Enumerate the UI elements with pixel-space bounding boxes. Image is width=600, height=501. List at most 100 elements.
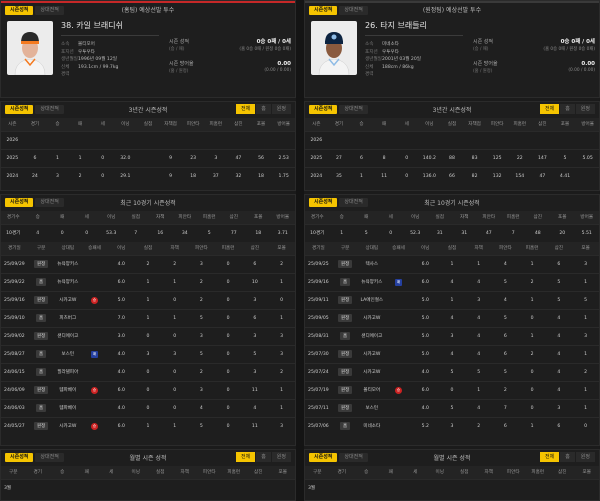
table-cell: 47 — [227, 148, 250, 167]
table-cell: 4 — [438, 344, 466, 363]
game-row[interactable]: 24/06/15 홈 필라델피아 4.0 0 0 2 0 3 2 — [1, 362, 295, 381]
table-cell: 1 — [134, 290, 162, 309]
game-row[interactable]: 25/09/22 홈 뉴욕양키스 6.0 1 1 2 0 10 1 — [1, 272, 295, 291]
column-header: 자책 — [172, 466, 197, 479]
monthly-stats-panel: 시즌성적 상대전적 월별 시즌 성적 전체 홈 원정 구분 경기 승 패 세 이닝 실점 자책 피안타… — [304, 449, 600, 501]
game-row[interactable]: 25/09/02 원정 샌디에이고 3.0 0 0 3 0 3 3 — [1, 326, 295, 345]
tab-vs-record[interactable]: 상대전적 — [35, 198, 64, 207]
table-cell: 35 — [327, 166, 351, 185]
table-cell: 6 — [241, 254, 269, 273]
table-cell: 0 — [214, 398, 242, 417]
table-cell: 6 — [492, 326, 519, 345]
game-row[interactable]: 25/09/29 원정 뉴욕양키스 4.0 2 2 3 0 6 2 — [1, 254, 295, 273]
era-detail: (0.00 / 0.00) — [264, 68, 291, 73]
column-header: 구분 — [27, 242, 55, 255]
month-cell: 3월 — [305, 478, 330, 497]
column-header: 이닝 — [99, 211, 124, 224]
game-row[interactable]: 25/07/24 원정 시카고W 4.0 5 5 5 0 4 2 — [305, 362, 599, 381]
table-cell: 4 — [465, 326, 493, 345]
table-cell: 1 — [518, 290, 546, 309]
filter-home[interactable]: 홈 — [560, 452, 575, 462]
tab-season-stats[interactable]: 시즌성적 — [5, 105, 34, 114]
table-cell: 뉴욕양키스 — [54, 254, 82, 273]
venue-tag: 원정 — [337, 314, 353, 322]
table-cell: 3 — [188, 254, 215, 273]
table-cell: 18 — [249, 166, 273, 185]
tab-vs-record[interactable]: 상대전적 — [339, 105, 368, 114]
pitcher-profile-panel: 시즌성적 상대전적 (원정팀) 예상선발 투수 26. 타지 브래들리 소속 미네… — [304, 0, 600, 98]
table-cell — [327, 130, 351, 149]
body-value: 188cm / 86kg — [382, 64, 414, 70]
filter-home[interactable]: 홈 — [256, 452, 271, 462]
game-row[interactable]: 24/06/09 원정 템파베이 승 6.0 0 0 3 0 11 1 — [1, 380, 295, 399]
column-header: 삼진 — [550, 466, 575, 479]
filter-all[interactable]: 전체 — [235, 452, 256, 462]
table-cell — [418, 130, 441, 149]
column-header: 이닝 — [411, 242, 439, 255]
game-row[interactable]: 25/09/05 원정 시카고W 5.0 4 4 5 0 4 1 — [305, 308, 599, 327]
tab-vs-record[interactable]: 상대전적 — [35, 105, 64, 114]
game-row[interactable]: 25/09/11 원정 LA에인절스 5.0 1 3 4 1 5 5 — [305, 290, 599, 309]
filter-home[interactable]: 홈 — [560, 104, 575, 114]
tab-vs-record[interactable]: 상대전적 — [339, 453, 368, 462]
game-row[interactable]: 24/06/03 홈 템파베이 4.0 0 0 4 0 4 1 — [1, 398, 295, 417]
filter-all[interactable]: 전체 — [235, 104, 256, 114]
game-row[interactable]: 24/05/27 원정 시카고W 승 6.0 1 1 5 0 11 3 — [1, 416, 295, 435]
game-row[interactable]: 25/09/16 원정 시카고W 승 5.0 1 0 2 0 3 0 — [1, 290, 295, 309]
table-cell: 6.0 — [411, 254, 439, 273]
filter-away[interactable]: 원정 — [271, 452, 291, 462]
column-header: 포볼 — [268, 242, 295, 255]
game-row[interactable]: 25/07/06 홈 미네소타 5.2 3 2 6 1 6 0 — [305, 416, 599, 435]
tab-vs-record[interactable]: 상대전적 — [339, 6, 368, 15]
venue-tag: 원정 — [337, 386, 353, 394]
table-cell: 3 — [161, 344, 189, 363]
table-cell — [372, 130, 396, 149]
column-header: 자책점 — [159, 118, 182, 131]
table-cell: 원정 — [331, 380, 359, 399]
era-detail: (0.00 / 0.00) — [568, 68, 595, 73]
venue-tag: 홈 — [36, 404, 47, 412]
table-cell: 5 — [572, 290, 599, 309]
tab-season-stats[interactable]: 시즌성적 — [5, 6, 34, 15]
filter-home[interactable]: 홈 — [256, 104, 271, 114]
column-header: 자책점 — [463, 118, 486, 131]
table-cell: 원정 — [27, 326, 55, 345]
table-cell — [136, 166, 160, 185]
game-row[interactable]: 25/07/30 원정 시카고W 5.0 4 4 6 2 4 1 — [305, 344, 599, 363]
game-row[interactable]: 25/09/25 원정 텍사스 6.0 1 1 4 1 6 3 — [305, 254, 599, 273]
tab-season-stats[interactable]: 시즌성적 — [5, 453, 34, 462]
table-cell: 홈 — [27, 398, 55, 417]
tab-season-stats[interactable]: 시즌성적 — [309, 6, 338, 15]
filter-all[interactable]: 전체 — [539, 452, 560, 462]
game-row[interactable]: 25/07/11 원정 보스턴 4.0 5 4 7 0 3 1 — [305, 398, 599, 417]
table-cell: 6.0 — [107, 380, 135, 399]
table-cell: 24/06/15 — [1, 362, 28, 381]
tab-vs-record[interactable]: 상대전적 — [35, 453, 64, 462]
table-cell — [136, 130, 160, 149]
filter-away[interactable]: 원정 — [575, 104, 595, 114]
game-row[interactable]: 25/07/19 원정 볼티모어 승 6.0 0 1 2 0 4 1 — [305, 380, 599, 399]
table-cell: 4 — [545, 344, 573, 363]
game-row[interactable]: 25/09/16 홈 뉴욕양키스 패 6.0 4 4 5 2 5 1 — [305, 272, 599, 291]
tab-season-stats[interactable]: 시즌성적 — [309, 105, 338, 114]
filter-away[interactable]: 원정 — [575, 452, 595, 462]
tab-vs-record[interactable]: 상대전적 — [35, 6, 64, 15]
game-row[interactable]: 25/08/27 홈 보스턴 패 4.0 3 3 5 0 5 3 — [1, 344, 295, 363]
table-cell: 2026 — [305, 130, 328, 149]
result-badge: 패 — [395, 278, 403, 286]
tab-vs-record[interactable]: 상대전적 — [339, 198, 368, 207]
filter-all[interactable]: 전체 — [539, 104, 560, 114]
tab-season-stats[interactable]: 시즌성적 — [309, 198, 338, 207]
season-summary: 시즌 성적 (승 / 패) 0승 0패 / 0세 (홈 0승 0패 / 원정 0… — [169, 39, 291, 77]
table-cell: 25/09/16 — [305, 272, 332, 291]
table-cell: 0 — [214, 380, 242, 399]
filter-away[interactable]: 원정 — [271, 104, 291, 114]
column-header: 세 — [74, 211, 99, 224]
game-row[interactable]: 25/08/31 홈 샌디에이고 5.0 3 4 6 1 4 3 — [305, 326, 599, 345]
table-cell: 1 — [465, 254, 493, 273]
table-cell: 2 — [518, 344, 546, 363]
three-year-table: 시즌 경기 승 패 세 이닝 실점 자책점 피안타 피홈런 삼진 포볼 방어율 2026 2025 27 6 8… — [305, 118, 599, 185]
game-row[interactable]: 25/09/10 홈 피츠버그 7.0 1 1 5 0 6 1 — [1, 308, 295, 327]
tab-season-stats[interactable]: 시즌성적 — [5, 198, 34, 207]
tab-season-stats[interactable]: 시즌성적 — [309, 453, 338, 462]
